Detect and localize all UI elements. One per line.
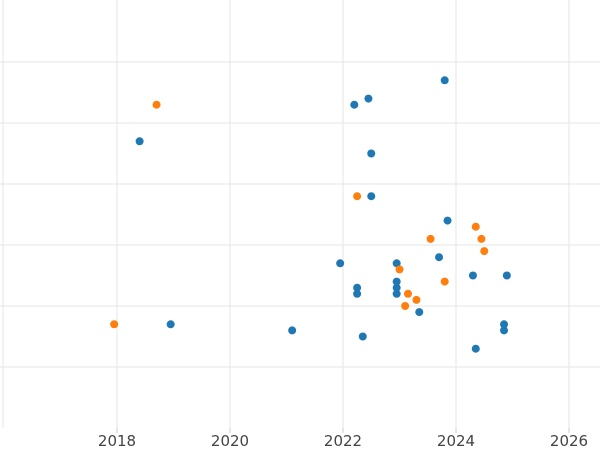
x-tick-label: 2022 [324,432,362,450]
data-point-orange [401,302,410,310]
data-point-orange [110,320,119,329]
data-point-orange [412,295,421,304]
data-point-orange [426,234,435,243]
data-point-blue [392,289,401,298]
data-point-orange [471,222,480,231]
data-point-blue [502,271,511,280]
x-tick-label: 2018 [98,432,136,450]
data-point-blue [336,259,345,268]
data-point-blue [468,271,477,280]
data-point-blue [367,192,376,201]
grid-layer [0,0,600,428]
data-point-blue [443,216,452,225]
data-point-blue [471,344,480,353]
data-point-orange [395,265,404,274]
data-point-orange [353,192,362,201]
data-point-orange [477,234,486,243]
data-point-blue [500,320,509,329]
data-point-blue [166,320,175,329]
data-point-blue [435,253,444,262]
data-point-blue [358,332,367,341]
data-point-blue [353,289,362,298]
data-point-blue [135,137,144,146]
x-axis: 2018 2020 2022 2024 2026 [98,428,588,450]
data-point-orange [152,100,161,109]
data-point-blue [440,76,449,85]
data-points [110,76,511,353]
data-point-blue [392,283,401,292]
x-tick-label: 2026 [550,432,588,450]
data-point-blue [392,259,401,268]
data-point-blue [392,277,401,286]
data-point-blue [367,149,376,158]
data-point-orange [440,277,449,286]
x-tick-label: 2020 [211,432,249,450]
data-point-blue [415,308,424,317]
data-point-blue [288,326,297,335]
data-point-orange [403,289,412,298]
data-point-orange [480,247,489,256]
data-point-blue [353,283,362,292]
data-point-blue [350,100,359,109]
x-tick-label: 2024 [437,432,475,450]
data-point-blue [364,94,373,103]
data-point-blue [500,326,509,335]
